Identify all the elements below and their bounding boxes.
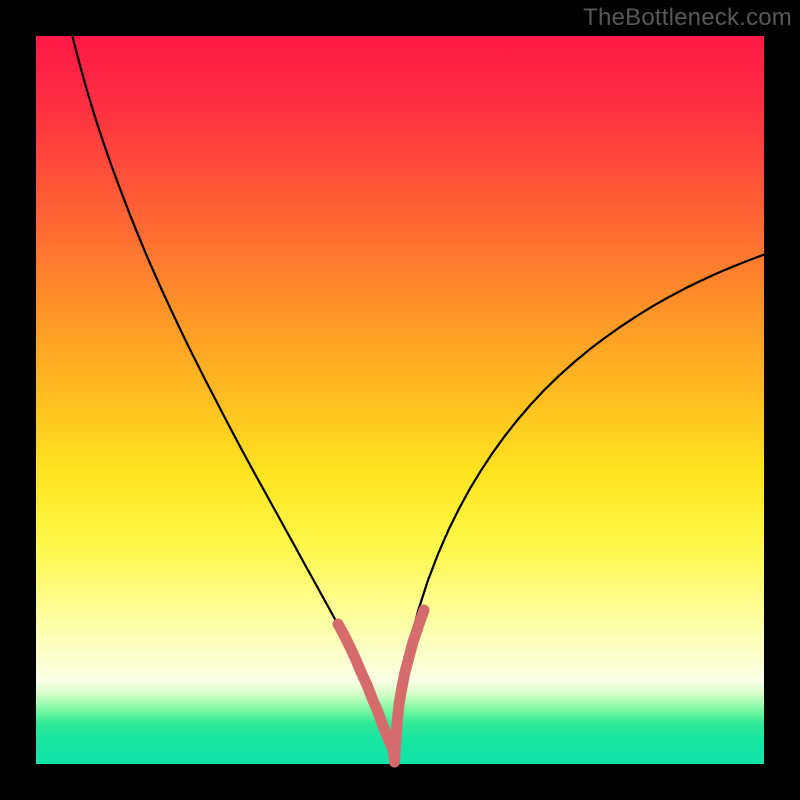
- watermark-label: TheBottleneck.com: [583, 4, 792, 32]
- plot-area: [36, 36, 764, 764]
- bottleneck-chart: [0, 0, 800, 800]
- chart-container: TheBottleneck.com: [0, 0, 800, 800]
